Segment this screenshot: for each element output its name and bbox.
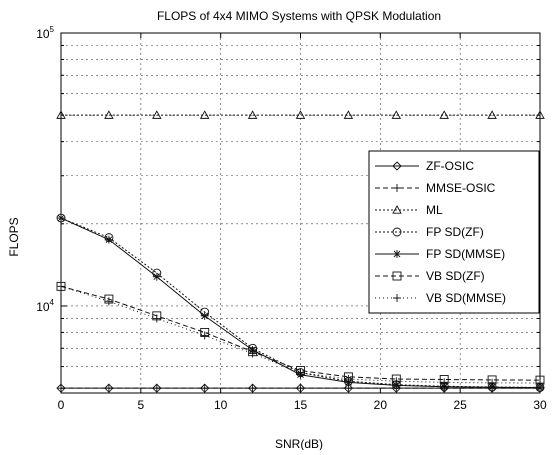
legend-item: VB SD(ZF) <box>375 269 485 283</box>
marker-triangle <box>56 110 66 119</box>
marker-triangle <box>439 110 449 119</box>
marker-triangle <box>392 205 402 214</box>
marker-asterisk <box>393 250 401 258</box>
marker-asterisk <box>104 235 113 244</box>
legend-item: ZF-OSIC <box>375 159 474 173</box>
y-axis-label: FLOPS <box>7 217 21 256</box>
marker-triangle <box>535 110 545 119</box>
marker-asterisk <box>440 382 449 391</box>
legend-label: VB SD(ZF) <box>426 269 485 283</box>
legend-label: FP SD(ZF) <box>426 225 484 239</box>
marker-asterisk <box>57 214 65 223</box>
marker-triangle <box>152 110 162 119</box>
legend-label: VB SD(MMSE) <box>426 291 506 305</box>
marker-plus <box>440 378 449 387</box>
legend-box <box>368 150 540 314</box>
series-ml <box>56 110 545 119</box>
marker-asterisk <box>200 311 209 320</box>
legend-item: VB SD(MMSE) <box>375 291 506 305</box>
series-vb-sd-zf <box>56 281 545 385</box>
y-tick-label: 105 <box>36 25 54 41</box>
marker-triangle <box>343 110 354 119</box>
marker-plus <box>200 331 209 340</box>
marker-triangle <box>487 110 497 119</box>
marker-triangle <box>247 110 258 119</box>
marker-plus <box>57 282 65 291</box>
series-group <box>56 110 545 393</box>
x-tick-label: 20 <box>374 398 388 412</box>
marker-plus <box>200 384 209 393</box>
legend-item: ML <box>375 203 443 217</box>
marker-triangle <box>295 110 306 119</box>
legend-item: FP SD(ZF) <box>375 225 484 239</box>
y-tick-label: 104 <box>36 298 54 314</box>
marker-plus <box>104 384 113 393</box>
legend-label: ML <box>426 203 443 217</box>
marker-triangle <box>104 110 114 119</box>
marker-plus <box>536 379 544 388</box>
marker-triangle <box>199 110 210 119</box>
marker-plus <box>248 349 257 358</box>
axes: 0 5 10 15 20 25 30 104 105 <box>36 25 547 412</box>
legend-label: ZF-OSIC <box>426 159 474 173</box>
marker-plus <box>104 297 113 306</box>
marker-plus <box>393 294 401 302</box>
marker-plus <box>296 384 305 393</box>
marker-asterisk <box>152 272 161 281</box>
x-tick-label: 15 <box>294 398 308 412</box>
x-tick-label: 30 <box>533 398 547 412</box>
marker-diamond <box>392 161 402 171</box>
marker-plus <box>296 368 305 377</box>
legend: ZF-OSIC MMSE-OSIC ML FP SD(ZF) FP SD(MMSE) VB… <box>368 150 540 314</box>
marker-plus <box>488 378 497 387</box>
legend-item: FP SD(MMSE) <box>375 247 505 261</box>
marker-asterisk <box>536 383 544 392</box>
marker-circle <box>392 227 402 237</box>
legend-label: FP SD(MMSE) <box>426 247 505 261</box>
marker-plus <box>344 375 353 384</box>
marker-plus <box>392 377 401 386</box>
marker-triangle <box>391 110 402 119</box>
x-axis-label: SNR(dB) <box>275 437 323 450</box>
chart-title: FLOPS of 4x4 MIMO Systems with QPSK Modu… <box>157 9 441 23</box>
marker-plus <box>393 184 401 192</box>
x-tick-label: 10 <box>214 398 228 412</box>
legend-item: MMSE-OSIC <box>375 181 496 195</box>
marker-plus <box>248 384 257 393</box>
series-line <box>60 285 541 384</box>
marker-plus <box>152 384 161 393</box>
series-line <box>60 285 541 381</box>
legend-label: MMSE-OSIC <box>426 181 496 195</box>
x-tick-label: 0 <box>58 398 65 412</box>
marker-square <box>392 271 402 281</box>
marker-plus <box>152 314 161 323</box>
marker-asterisk <box>392 381 401 390</box>
series-vb-sd-mmse <box>57 282 544 388</box>
marker-plus <box>57 384 65 393</box>
marker-asterisk <box>488 383 497 392</box>
x-tick-label: 5 <box>137 398 144 412</box>
x-tick-label: 25 <box>453 398 467 412</box>
